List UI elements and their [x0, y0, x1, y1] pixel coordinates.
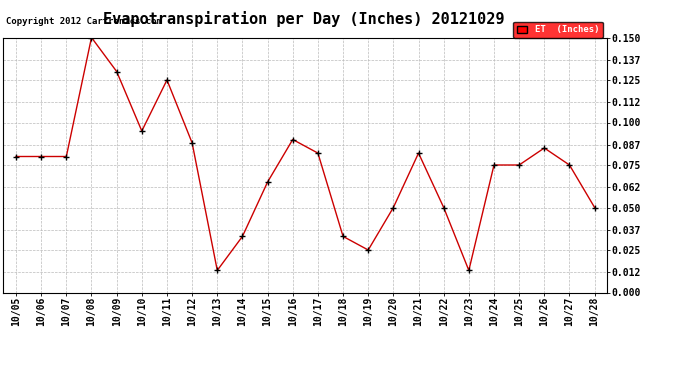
Text: Copyright 2012 Cartronics.com: Copyright 2012 Cartronics.com: [6, 17, 162, 26]
Text: Evapotranspiration per Day (Inches) 20121029: Evapotranspiration per Day (Inches) 2012…: [103, 11, 504, 27]
Legend: ET  (Inches): ET (Inches): [513, 22, 602, 38]
